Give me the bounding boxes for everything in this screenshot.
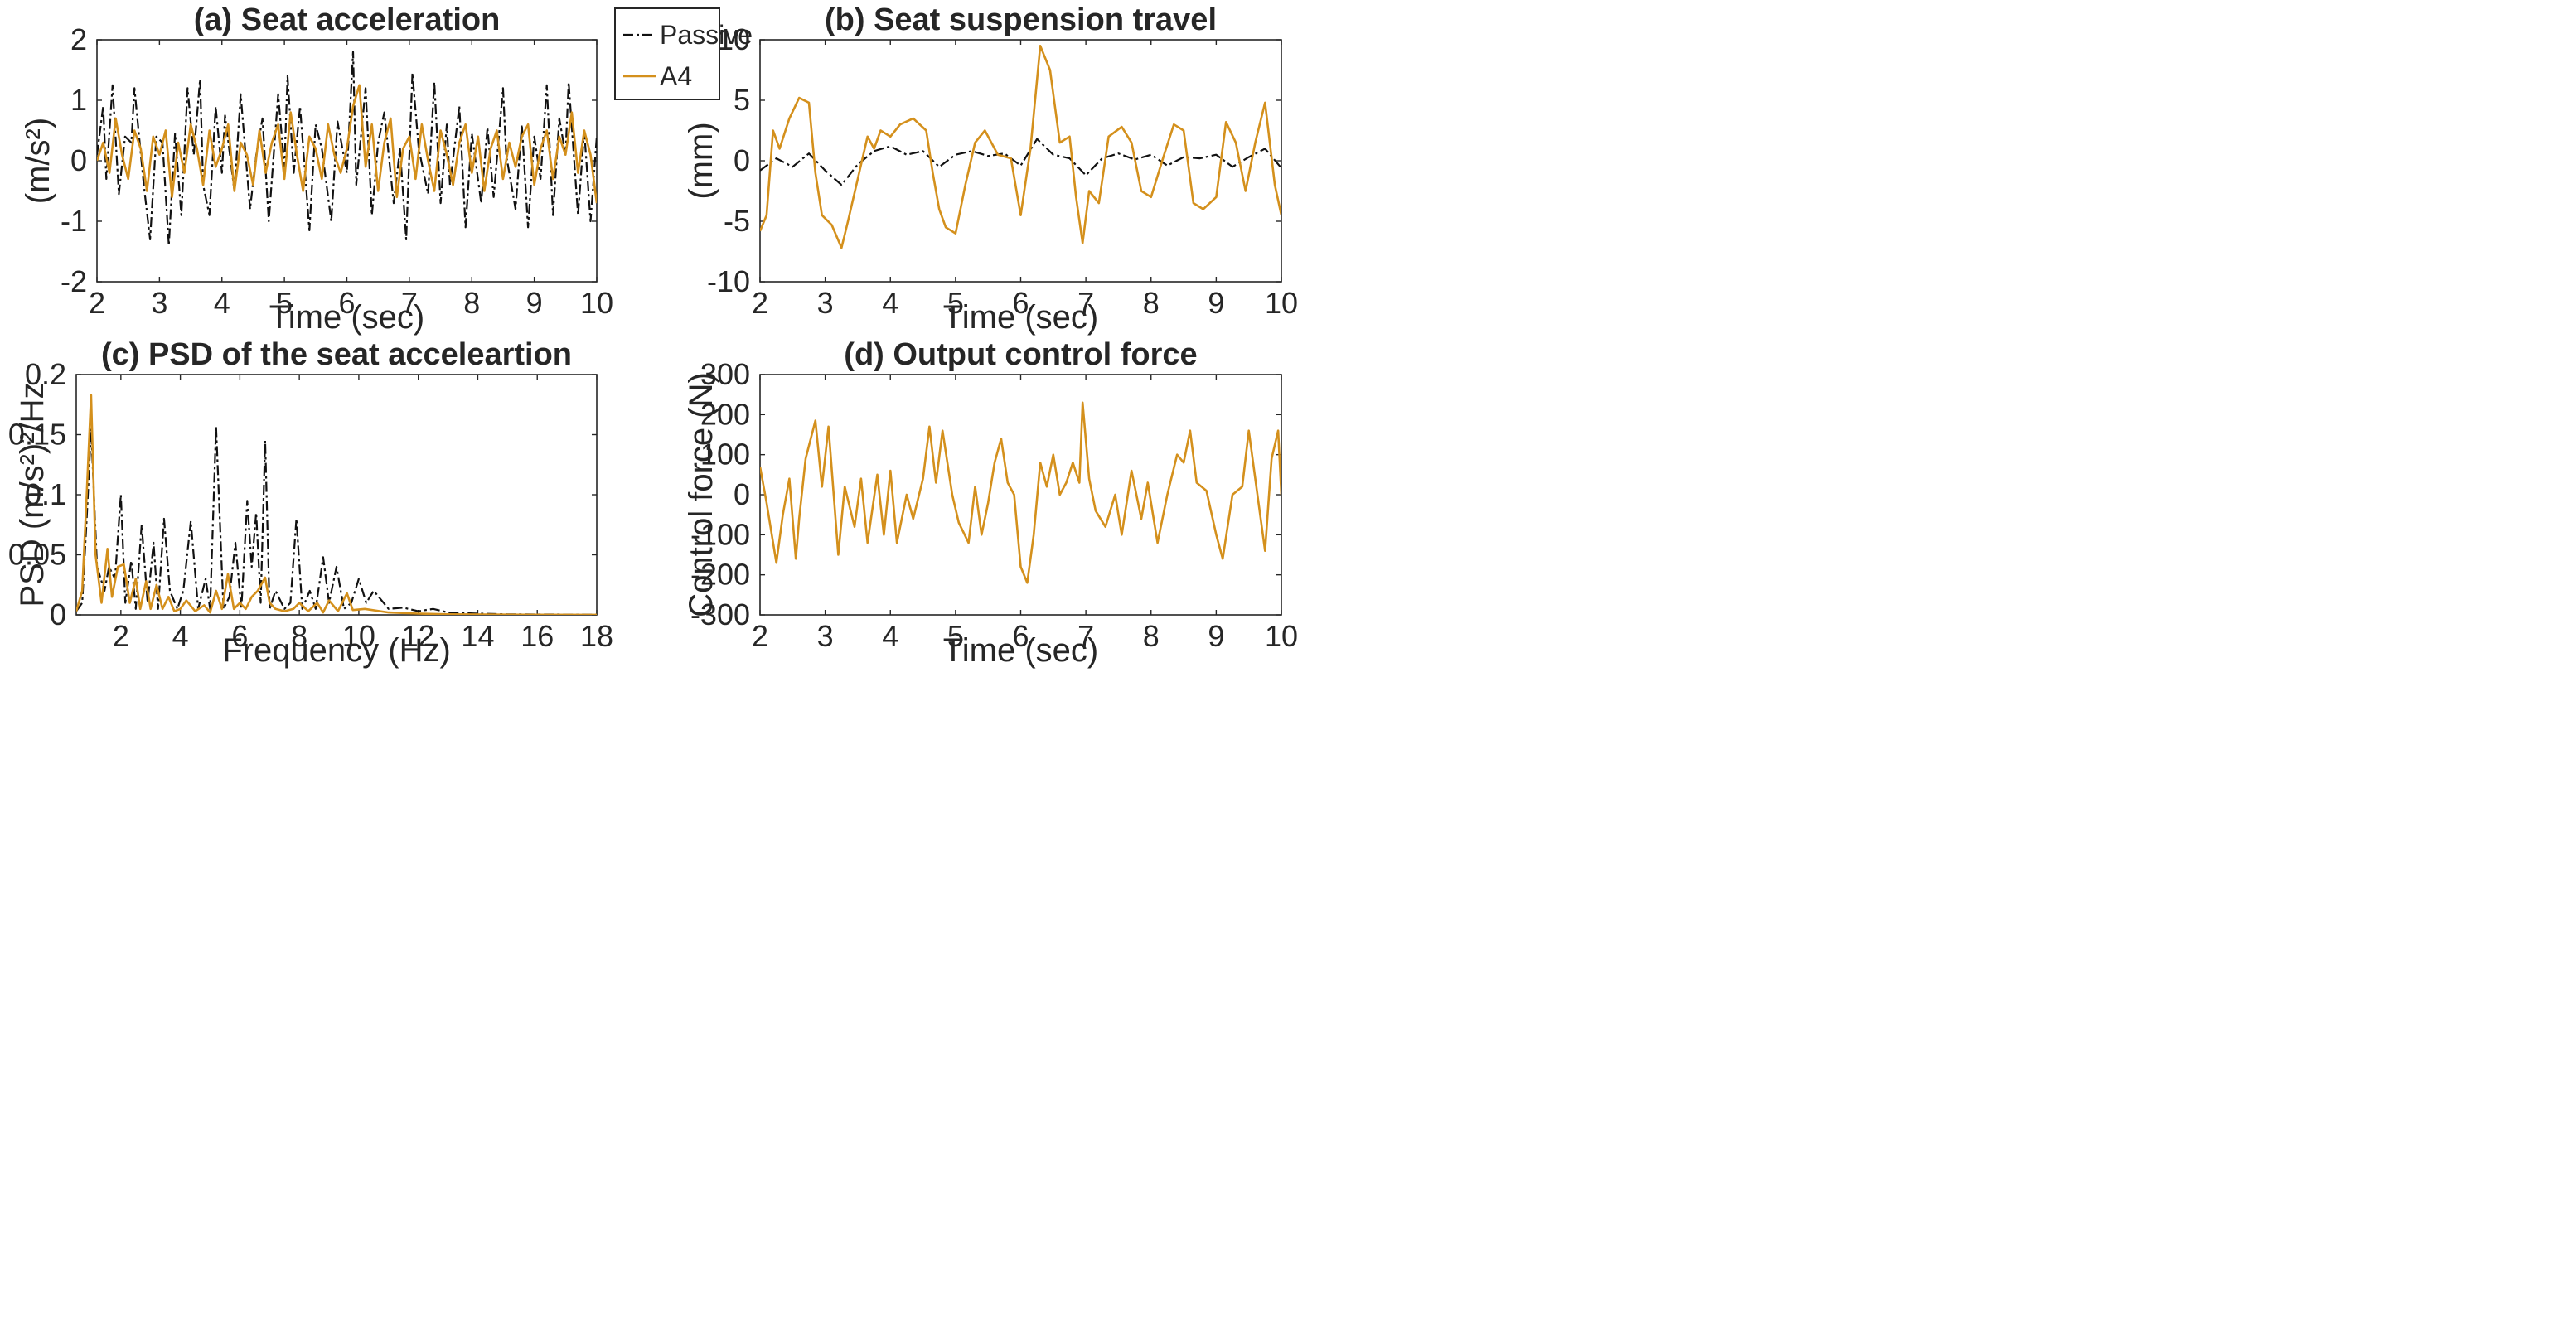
x-tick-label: 10 (580, 286, 613, 320)
x-tick-label: 4 (214, 286, 230, 320)
chart-title-a: (a) Seat acceleration (194, 2, 501, 37)
x-tick-label: 18 (580, 619, 613, 653)
x-tick-label: 4 (882, 619, 898, 653)
x-tick-label: 10 (1265, 286, 1298, 320)
x-tick-label: 14 (461, 619, 494, 653)
y-tick-label: 0.2 (25, 357, 66, 391)
series-line-passive-c (76, 425, 597, 615)
x-tick-label: 3 (151, 286, 167, 320)
y-tick-label: 10 (717, 22, 750, 56)
x-axis-label-c: Frequency (Hz) (222, 632, 451, 669)
x-tick-label: 2 (752, 286, 768, 320)
y-tick-label: 0.1 (25, 477, 66, 511)
x-tick-label: 3 (817, 286, 834, 320)
y-tick-label: -100 (690, 517, 750, 551)
panel-c-psd: (c) PSD of the seat acceleartion Frequen… (8, 337, 613, 669)
x-tick-label: 4 (172, 619, 189, 653)
legend: Passive A4 (614, 7, 753, 100)
y-axis-label-b: (mm) (683, 122, 719, 199)
panel-b-seat-suspension-travel: (b) Seat suspension travel Time (sec) (m… (683, 2, 1298, 336)
x-tick-label: 5 (947, 286, 964, 320)
x-tick-label: 6 (1012, 286, 1029, 320)
x-tick-label: 7 (1077, 619, 1094, 653)
y-tick-label: -2 (61, 264, 87, 298)
panel-a-seat-acceleration: (a) Seat acceleration Time (sec) (m/s²) … (20, 2, 613, 336)
x-tick-label: 8 (1143, 619, 1160, 653)
series-line-passive-b (760, 138, 1281, 186)
y-tick-label: 100 (700, 438, 750, 472)
y-tick-label: -300 (690, 597, 750, 631)
series-line-a4-b (760, 44, 1281, 249)
y-tick-label: 1 (70, 83, 87, 117)
y-tick-label: -5 (724, 204, 750, 238)
y-tick-label: 0 (50, 597, 66, 631)
x-tick-label: 7 (1077, 286, 1094, 320)
x-tick-label: 3 (817, 619, 834, 653)
x-tick-label: 8 (463, 286, 480, 320)
y-tick-label: 0.15 (8, 418, 66, 452)
y-tick-label: -200 (690, 558, 750, 592)
x-axis-label-d: Time (sec) (943, 632, 1098, 669)
x-tick-label: 9 (1208, 619, 1224, 653)
x-tick-label: 2 (752, 619, 768, 653)
y-tick-label: 2 (70, 22, 87, 56)
x-tick-label: 10 (342, 619, 375, 653)
chart-title-d: (d) Output control force (844, 337, 1197, 372)
series-line-passive-a (97, 51, 597, 247)
x-tick-label: 9 (526, 286, 543, 320)
chart-title-c: (c) PSD of the seat acceleartion (101, 337, 572, 372)
x-axis-label-a: Time (sec) (269, 299, 424, 336)
y-tick-label: 300 (700, 357, 750, 391)
x-tick-label: 6 (231, 619, 248, 653)
series-line-a4-c (76, 394, 597, 615)
x-tick-label: 4 (882, 286, 898, 320)
plot-area-c (75, 374, 598, 616)
y-tick-label: 0 (734, 477, 750, 511)
y-axis-label-a: (m/s²) (20, 118, 56, 204)
x-axis-label-b: Time (sec) (943, 299, 1098, 336)
y-tick-label: 200 (700, 397, 750, 431)
panel-d-output-control-force: (d) Output control force Time (sec) Cont… (683, 337, 1298, 669)
y-axis-label-d: Control force (N) (683, 372, 719, 617)
x-tick-label: 8 (1143, 286, 1160, 320)
x-tick-label: 6 (1012, 619, 1029, 653)
y-tick-label: 0 (734, 143, 750, 177)
x-tick-label: 7 (401, 286, 418, 320)
x-tick-label: 2 (113, 619, 129, 653)
y-tick-label: 5 (734, 83, 750, 117)
series-line-a4-d (760, 401, 1281, 584)
x-tick-label: 2 (89, 286, 105, 320)
x-tick-label: 8 (291, 619, 307, 653)
plot-area-d (759, 374, 1282, 616)
x-tick-label: 5 (947, 619, 964, 653)
x-tick-label: 10 (1265, 619, 1298, 653)
x-tick-label: 9 (1208, 286, 1224, 320)
y-tick-label: -10 (707, 264, 750, 298)
x-tick-label: 6 (338, 286, 355, 320)
series-line-a4-a (97, 84, 597, 204)
x-tick-label: 16 (521, 619, 554, 653)
plot-area-b (759, 39, 1282, 283)
legend-label-passive: Passive (660, 20, 753, 50)
y-tick-label: 0 (70, 143, 87, 177)
y-tick-label: 0.05 (8, 538, 66, 572)
y-tick-label: -1 (61, 204, 87, 238)
x-tick-label: 5 (276, 286, 293, 320)
legend-label-a4: A4 (660, 61, 692, 91)
legend-box (614, 7, 720, 100)
chart-title-b: (b) Seat suspension travel (825, 2, 1217, 37)
x-tick-label: 12 (402, 619, 435, 653)
y-axis-label-c: PSD (m/s²)²/Hz (14, 382, 51, 607)
